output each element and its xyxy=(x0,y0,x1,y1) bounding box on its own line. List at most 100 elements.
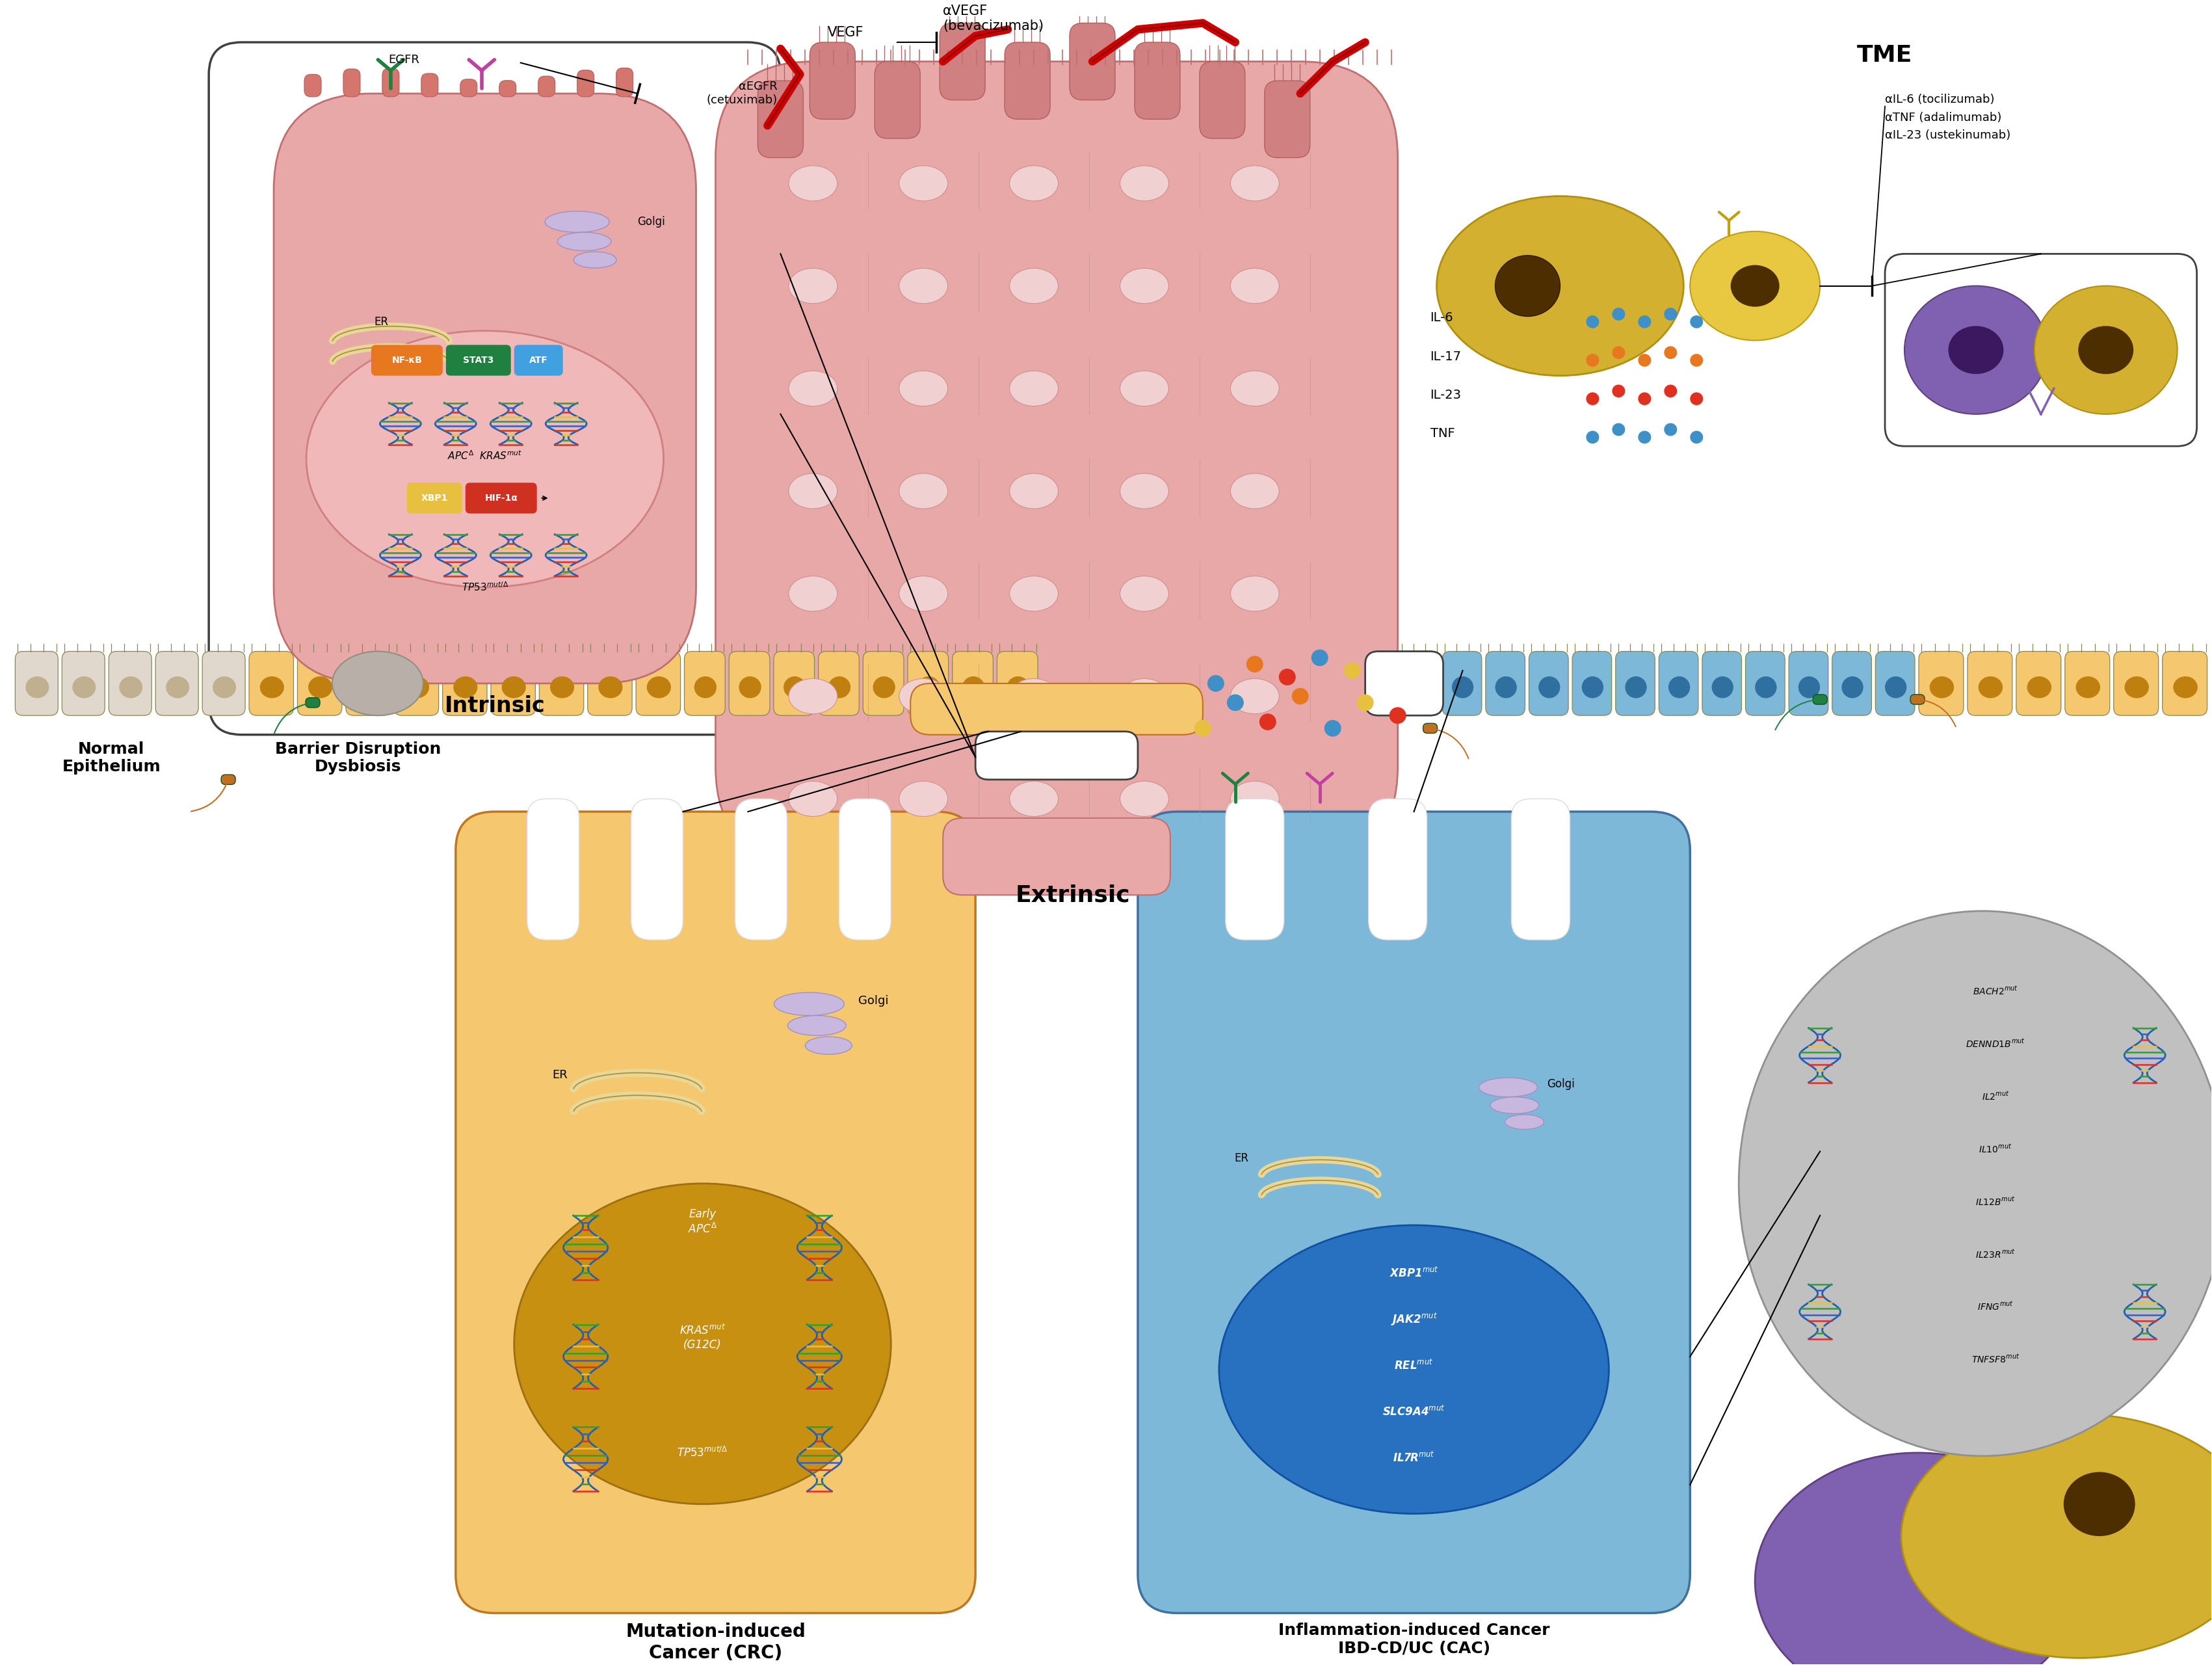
Ellipse shape xyxy=(1626,677,1646,699)
Text: $TNFSF8^{mut}$: $TNFSF8^{mut}$ xyxy=(1971,1353,2020,1364)
FancyBboxPatch shape xyxy=(155,652,199,716)
Text: EGFR: EGFR xyxy=(387,54,420,65)
Circle shape xyxy=(1639,316,1650,328)
Circle shape xyxy=(1279,669,1296,686)
Text: $IL10^{mut}$: $IL10^{mut}$ xyxy=(1980,1144,2013,1155)
Ellipse shape xyxy=(898,166,947,201)
FancyBboxPatch shape xyxy=(1004,42,1051,119)
Ellipse shape xyxy=(790,781,838,816)
FancyBboxPatch shape xyxy=(2115,652,2159,716)
Text: Early
$\it{APC}^{\Delta}$: Early $\it{APC}^{\Delta}$ xyxy=(688,1209,717,1236)
Ellipse shape xyxy=(1949,326,2004,375)
Ellipse shape xyxy=(212,677,237,699)
Circle shape xyxy=(1259,714,1276,731)
Ellipse shape xyxy=(898,268,947,304)
FancyBboxPatch shape xyxy=(1885,254,2197,446)
FancyBboxPatch shape xyxy=(774,652,814,716)
Ellipse shape xyxy=(805,1037,852,1055)
FancyBboxPatch shape xyxy=(1814,694,1827,704)
Ellipse shape xyxy=(1905,286,2048,415)
Circle shape xyxy=(1312,649,1327,665)
FancyBboxPatch shape xyxy=(447,344,511,376)
Ellipse shape xyxy=(1230,166,1279,201)
Text: αIL-6 (tocilizumab)
αTNF (adalimumab)
αIL-23 (ustekinumab): αIL-6 (tocilizumab) αTNF (adalimumab) αI… xyxy=(1885,94,2011,142)
Text: Extrinsic: Extrinsic xyxy=(1015,884,1130,906)
FancyBboxPatch shape xyxy=(221,774,234,784)
FancyBboxPatch shape xyxy=(513,344,562,376)
Text: $\it{KRAS}^{mut}$
(G12C): $\it{KRAS}^{mut}$ (G12C) xyxy=(679,1324,726,1351)
Circle shape xyxy=(1208,675,1223,692)
Ellipse shape xyxy=(1540,677,1559,699)
Ellipse shape xyxy=(1495,677,1517,699)
FancyBboxPatch shape xyxy=(1369,799,1427,940)
FancyBboxPatch shape xyxy=(420,74,438,97)
Circle shape xyxy=(1325,721,1340,737)
Ellipse shape xyxy=(790,577,838,612)
Ellipse shape xyxy=(2075,677,2099,699)
Ellipse shape xyxy=(695,677,717,699)
FancyBboxPatch shape xyxy=(62,652,104,716)
Ellipse shape xyxy=(1754,1453,2079,1672)
Ellipse shape xyxy=(573,252,617,268)
Text: IL7R$^{mut}$: IL7R$^{mut}$ xyxy=(1394,1451,1436,1465)
FancyBboxPatch shape xyxy=(734,799,787,940)
Ellipse shape xyxy=(739,677,761,699)
FancyBboxPatch shape xyxy=(526,799,580,940)
Text: NF-κB: NF-κB xyxy=(392,356,422,364)
Ellipse shape xyxy=(1739,911,2212,1456)
FancyBboxPatch shape xyxy=(2163,652,2208,716)
FancyBboxPatch shape xyxy=(108,652,153,716)
Circle shape xyxy=(1639,354,1650,366)
FancyBboxPatch shape xyxy=(2015,652,2062,716)
FancyBboxPatch shape xyxy=(818,652,858,716)
Text: Normal
Epithelium: Normal Epithelium xyxy=(62,741,161,774)
Text: Golgi: Golgi xyxy=(1546,1078,1575,1090)
Ellipse shape xyxy=(1119,473,1168,508)
Ellipse shape xyxy=(1843,677,1863,699)
Text: $\it{APC}^{\Delta}$  $\it{KRAS}^{mut}$: $\it{APC}^{\Delta}$ $\it{KRAS}^{mut}$ xyxy=(447,450,522,461)
Circle shape xyxy=(1663,346,1677,359)
Ellipse shape xyxy=(918,677,940,699)
FancyBboxPatch shape xyxy=(250,652,294,716)
Ellipse shape xyxy=(1582,677,1604,699)
Text: Golgi: Golgi xyxy=(637,216,666,227)
Ellipse shape xyxy=(1495,256,1559,316)
Ellipse shape xyxy=(1006,677,1029,699)
Ellipse shape xyxy=(513,1184,891,1505)
FancyBboxPatch shape xyxy=(2066,652,2110,716)
Ellipse shape xyxy=(259,677,283,699)
Circle shape xyxy=(1586,316,1599,328)
FancyBboxPatch shape xyxy=(730,652,770,716)
Ellipse shape xyxy=(332,652,422,716)
Ellipse shape xyxy=(898,679,947,714)
Text: Golgi: Golgi xyxy=(858,995,889,1007)
FancyBboxPatch shape xyxy=(1911,694,1924,704)
Ellipse shape xyxy=(2124,677,2148,699)
Text: IL-6: IL-6 xyxy=(1431,311,1453,324)
Ellipse shape xyxy=(1668,677,1690,699)
Circle shape xyxy=(1663,423,1677,436)
Ellipse shape xyxy=(557,232,611,251)
Circle shape xyxy=(1194,721,1212,737)
Ellipse shape xyxy=(1009,781,1057,816)
Text: Intrinsic: Intrinsic xyxy=(445,696,544,717)
FancyBboxPatch shape xyxy=(1573,652,1613,716)
Circle shape xyxy=(1245,655,1263,672)
Ellipse shape xyxy=(166,677,190,699)
FancyBboxPatch shape xyxy=(1398,652,1438,716)
Circle shape xyxy=(1690,393,1703,405)
Ellipse shape xyxy=(1009,679,1057,714)
Text: $BACH2^{mut}$: $BACH2^{mut}$ xyxy=(1973,985,2017,997)
Ellipse shape xyxy=(1219,1226,1608,1513)
Text: ER: ER xyxy=(1234,1152,1250,1164)
FancyBboxPatch shape xyxy=(208,42,781,734)
Ellipse shape xyxy=(1119,166,1168,201)
FancyBboxPatch shape xyxy=(684,652,726,716)
Ellipse shape xyxy=(1230,371,1279,406)
FancyBboxPatch shape xyxy=(500,80,515,97)
Circle shape xyxy=(1613,385,1626,398)
Ellipse shape xyxy=(1480,1078,1537,1097)
Circle shape xyxy=(1639,431,1650,443)
Ellipse shape xyxy=(898,473,947,508)
FancyBboxPatch shape xyxy=(1365,652,1442,716)
